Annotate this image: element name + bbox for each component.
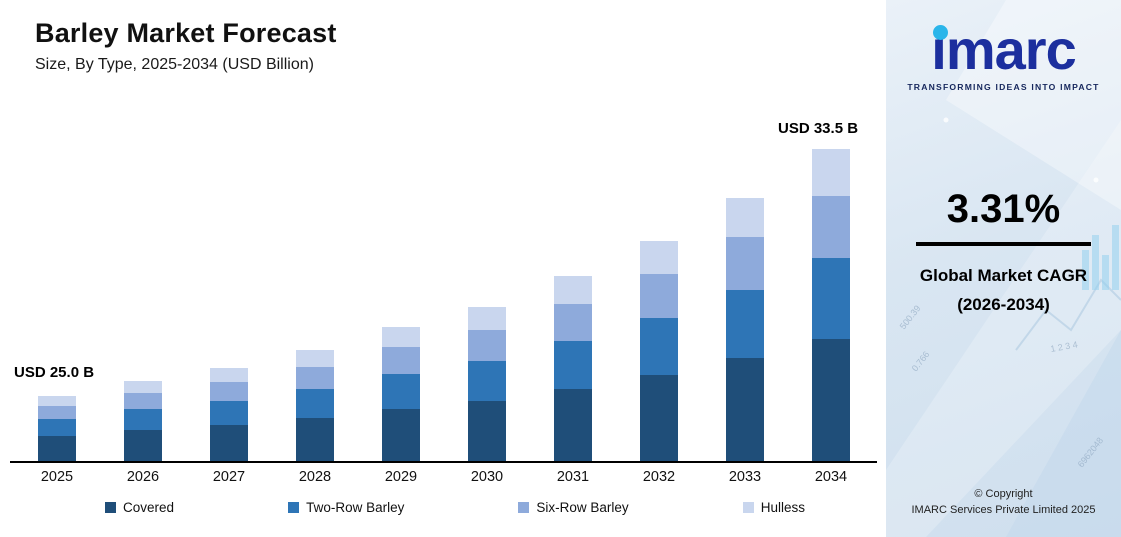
bar-2029: [382, 327, 420, 461]
bar-segment-six-row-barley-2028: [296, 367, 334, 389]
bar-segment-six-row-barley-2030: [468, 330, 506, 361]
x-axis-label-2025: 2025: [40, 469, 74, 485]
bar-segment-hulless-2032: [640, 241, 678, 274]
x-axis-label-2034: 2034: [814, 469, 848, 485]
imarc-logo-dot-icon: [933, 25, 949, 40]
bar-segment-covered-2032: [640, 375, 678, 461]
x-axis-label-2027: 2027: [212, 469, 246, 485]
bar-2032: [640, 241, 678, 461]
bar-segment-two-row-barley-2026: [124, 409, 162, 430]
x-axis-label-2032: 2032: [642, 469, 676, 485]
bar-2027: [210, 368, 248, 461]
copyright-line2: IMARC Services Private Limited 2025: [911, 504, 1096, 517]
cagr-block: 3.31% Global Market CAGR (2026-2034): [916, 187, 1091, 320]
cagr-value: 3.31%: [946, 187, 1061, 231]
bar-segment-six-row-barley-2026: [124, 393, 162, 409]
bar-segment-two-row-barley-2032: [640, 318, 678, 375]
bar-segment-hulless-2028: [296, 350, 334, 367]
bar-segment-two-row-barley-2028: [296, 389, 334, 418]
bar-segment-hulless-2029: [382, 327, 420, 347]
bar-segment-covered-2030: [468, 401, 506, 461]
bar-segment-six-row-barley-2029: [382, 347, 420, 374]
bar-segment-two-row-barley-2033: [726, 290, 764, 358]
bar-segment-two-row-barley-2034: [812, 258, 850, 339]
panel-background-decoration: 500.39 0.766 1 2 3 4 6962048: [886, 0, 1121, 537]
bar-2025: [38, 396, 76, 461]
bar-segment-six-row-barley-2025: [38, 406, 76, 419]
bar-segment-hulless-2033: [726, 198, 764, 237]
bar-segment-six-row-barley-2027: [210, 382, 248, 401]
bar-2033: [726, 198, 764, 461]
legend-label-two-row-barley: Two-Row Barley: [306, 500, 405, 515]
bar-2030: [468, 307, 506, 461]
bar-segment-six-row-barley-2032: [640, 274, 678, 318]
bar-2028: [296, 350, 334, 461]
x-axis-label-2026: 2026: [126, 469, 160, 485]
bar-segment-covered-2033: [726, 358, 764, 461]
legend-item-two-row-barley: Two-Row Barley: [288, 500, 404, 515]
page-title: Barley Market Forecast: [35, 18, 337, 48]
legend-item-hulless: Hulless: [742, 500, 805, 515]
bar-segment-six-row-barley-2034: [812, 196, 850, 258]
x-axis-label-2030: 2030: [470, 469, 504, 485]
bar-segment-covered-2028: [296, 418, 334, 461]
annotation-first-year: USD 25.0 B: [14, 364, 95, 381]
imarc-logo: imarc: [931, 22, 1076, 78]
bar-segment-hulless-2026: [124, 381, 162, 393]
bar-segment-six-row-barley-2033: [726, 237, 764, 290]
imarc-wordmark: imarc: [931, 18, 1076, 81]
bars-container: [10, 106, 877, 461]
legend-swatch-two-row-barley: [288, 502, 300, 513]
bar-2031: [554, 276, 592, 461]
brand-tagline: TRANSFORMING IDEAS INTO IMPACT: [907, 82, 1100, 92]
legend-label-six-row-barley: Six-Row Barley: [536, 500, 629, 515]
copyright-line1: © Copyright: [974, 488, 1033, 501]
bar-segment-hulless-2030: [468, 307, 506, 330]
bar-segment-covered-2034: [812, 339, 850, 461]
bar-segment-hulless-2025: [38, 396, 76, 406]
bar-segment-two-row-barley-2031: [554, 341, 592, 389]
bar-segment-covered-2027: [210, 425, 248, 461]
panel-content: imarc TRANSFORMING IDEAS INTO IMPACT 3.3…: [886, 0, 1121, 537]
cagr-underline: [916, 242, 1091, 246]
bar-segment-covered-2026: [124, 430, 162, 461]
legend-swatch-hulless: [742, 502, 754, 513]
x-axis-label-2028: 2028: [298, 469, 332, 485]
annotation-last-year: USD 33.5 B: [778, 120, 859, 137]
x-axis-label-2033: 2033: [728, 469, 762, 485]
stacked-bar-chart: USD 25.0 B USD 33.5 B 2025 2026 2027 2028 20…: [10, 106, 877, 485]
legend-swatch-covered: [105, 502, 116, 513]
bar-segment-hulless-2031: [554, 276, 592, 304]
legend-label-hulless: Hulless: [760, 500, 805, 515]
bar-2026: [124, 381, 162, 461]
bar-segment-covered-2031: [554, 389, 592, 461]
main-chart-area: Barley Market Forecast Size, By Type, 20…: [10, 18, 877, 515]
bar-segment-two-row-barley-2025: [38, 419, 76, 436]
x-axis-line: [10, 461, 877, 463]
brand-panel: 500.39 0.766 1 2 3 4 6962048 imarc TRANS…: [886, 0, 1121, 537]
cagr-label-line1: Global Market CAGR: [919, 266, 1088, 285]
bar-2034: [812, 149, 850, 461]
legend-label-covered: Covered: [123, 500, 175, 515]
bar-segment-hulless-2027: [210, 368, 248, 382]
bar-segment-two-row-barley-2027: [210, 401, 248, 425]
cagr-label-line2: (2026-2034): [957, 294, 1050, 314]
bar-segment-six-row-barley-2031: [554, 304, 592, 341]
x-axis-label-2029: 2029: [384, 469, 418, 485]
bar-segment-hulless-2034: [812, 149, 850, 196]
legend-item-six-row-barley: Six-Row Barley: [518, 500, 629, 515]
x-axis-label-2031: 2031: [556, 469, 590, 485]
bar-segment-two-row-barley-2030: [468, 361, 506, 401]
x-axis-labels: 2025 2026 2027 2028 2029 2030 2031 2032 2033 2034: [10, 469, 877, 485]
legend-swatch-six-row-barley: [518, 502, 530, 513]
svg-text:1 2 3 4: 1 2 3 4: [1050, 339, 1079, 354]
bar-segment-covered-2029: [382, 409, 420, 461]
bar-segment-two-row-barley-2029: [382, 374, 420, 409]
legend-item-covered: Covered: [105, 500, 174, 515]
page-subtitle: Size, By Type, 2025-2034 (USD Billion): [35, 56, 314, 73]
bar-segment-covered-2025: [38, 436, 76, 461]
copyright-notice: © Copyright IMARC Services Private Limit…: [911, 487, 1095, 519]
chart-legend: Covered Two-Row Barley Six-Row Barley Hulle…: [105, 500, 805, 515]
